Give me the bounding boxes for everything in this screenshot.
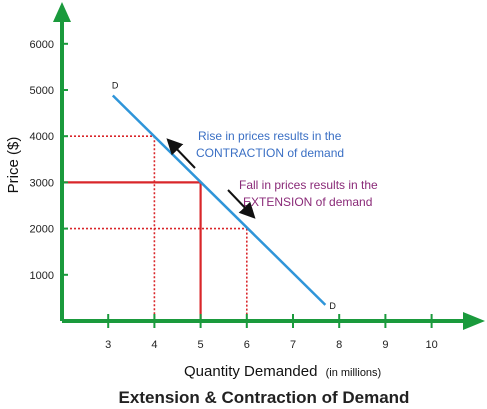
x-tick-label: 3 [105, 339, 111, 351]
extension-annotation-line1: Fall in prices results in the [239, 178, 378, 192]
y-tick-label: 1000 [30, 270, 54, 282]
extension-annotation-line2: EXTENSION of demand [243, 195, 372, 209]
y-axis-title: Price ($) [5, 137, 22, 194]
y-tick-label: 6000 [30, 39, 54, 51]
y-tick-label: 2000 [30, 224, 54, 236]
x-tick-label: 9 [382, 339, 388, 351]
x-axis-arrowhead [463, 312, 485, 330]
x-tick-label: 4 [151, 339, 157, 351]
x-tick-label: 8 [336, 339, 342, 351]
demand-label-end: D [329, 301, 336, 311]
contraction-arrow [166, 138, 196, 169]
y-tick-label: 5000 [30, 85, 54, 97]
contraction-annotation-line2: CONTRACTION of demand [196, 146, 344, 160]
contraction-annotation-line1: Rise in prices results in the [198, 129, 342, 143]
x-tick-label: 10 [425, 339, 437, 351]
guide-lines [62, 135, 248, 321]
axes [53, 2, 485, 330]
x-axis-title-suffix: (in millions) [326, 367, 382, 379]
extension-arrow [227, 189, 256, 219]
y-tick-label: 4000 [30, 131, 54, 143]
chart-title: Extension & Contraction of Demand [119, 388, 410, 407]
tick-labels: 1000 2000 3000 4000 5000 6000 3 4 5 6 7 8 9 10 [30, 39, 438, 351]
x-tick-label: 5 [198, 339, 204, 351]
demand-curve-line [111, 94, 327, 306]
x-axis-title-main: Quantity Demanded [184, 363, 317, 380]
x-tick-label: 7 [290, 339, 296, 351]
x-axis-title: Quantity Demanded (in millions) [184, 363, 381, 380]
y-tick-label: 3000 [30, 177, 54, 189]
demand-label-start: D [112, 81, 119, 91]
x-tick-label: 6 [244, 339, 250, 351]
demand-curve-group: DD [112, 81, 337, 311]
y-axis-arrowhead [53, 2, 71, 22]
